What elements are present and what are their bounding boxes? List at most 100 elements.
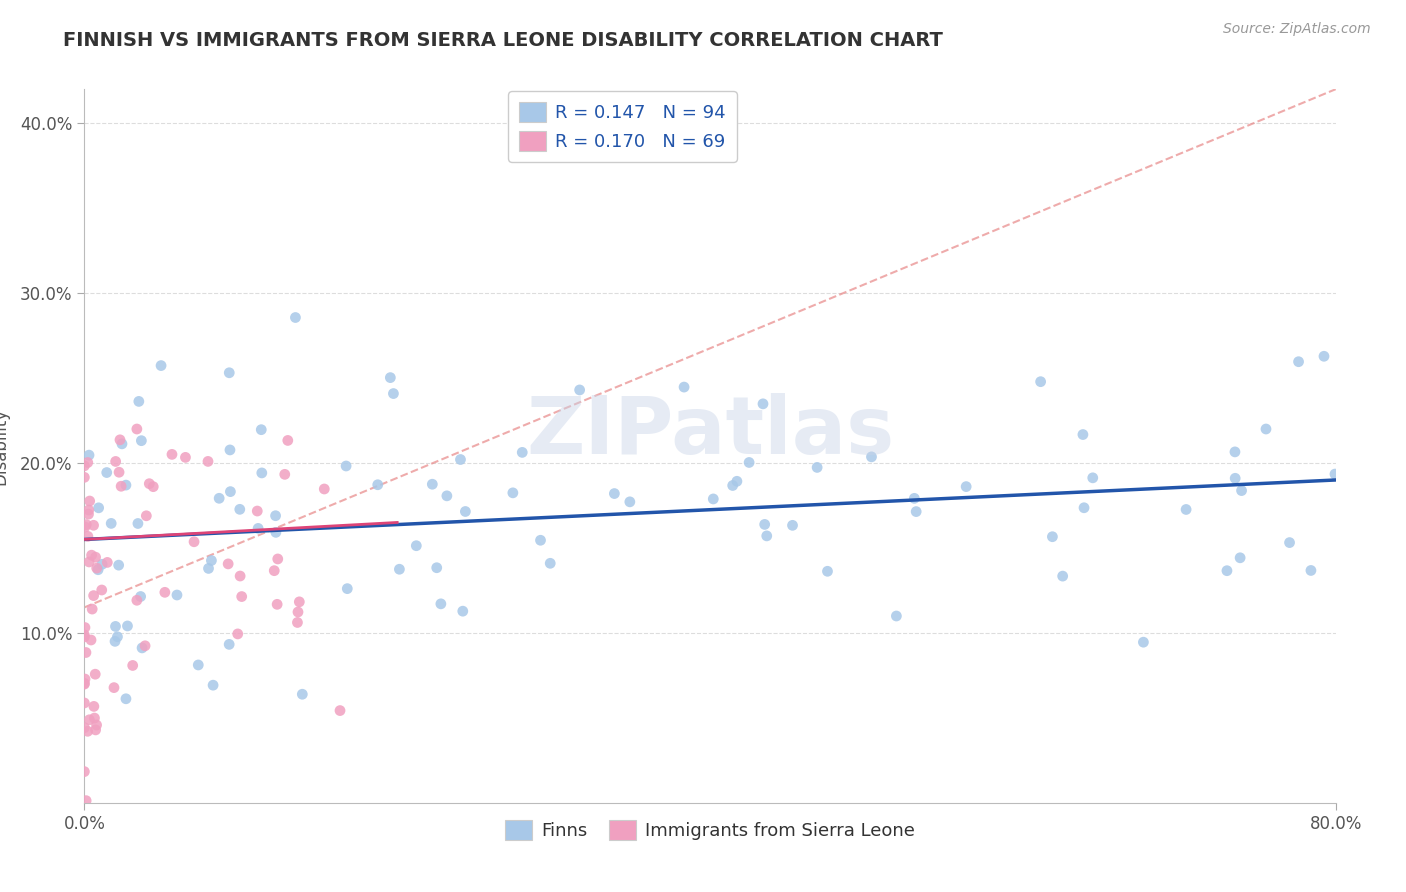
- Point: [77, 503, 100, 517]
- Point: [73, 677, 96, 691]
- Point: [80, 548, 103, 562]
- Point: [314, 482, 336, 496]
- Point: [250, 423, 273, 437]
- Point: [77, 448, 100, 462]
- Point: [287, 615, 309, 630]
- Point: [267, 552, 290, 566]
- Point: [673, 380, 696, 394]
- Point: [1223, 445, 1246, 459]
- Point: [287, 605, 309, 619]
- Point: [197, 561, 219, 575]
- Point: [129, 590, 152, 604]
- Point: [131, 640, 153, 655]
- Point: [388, 562, 411, 576]
- Point: [108, 465, 131, 479]
- Point: [1278, 535, 1301, 549]
- Point: [183, 534, 205, 549]
- Point: [84, 550, 107, 565]
- Point: [218, 366, 240, 380]
- Point: [538, 557, 561, 571]
- Point: [107, 630, 129, 644]
- Point: [104, 454, 127, 468]
- Point: [217, 557, 239, 571]
- Point: [367, 477, 389, 491]
- Point: [263, 564, 285, 578]
- Point: [1230, 483, 1253, 498]
- Point: [226, 627, 249, 641]
- Point: [80, 632, 103, 647]
- Point: [903, 491, 925, 506]
- Point: [128, 394, 150, 409]
- Point: [955, 480, 977, 494]
- Point: [405, 539, 427, 553]
- Point: [77, 555, 100, 569]
- Point: [104, 619, 127, 633]
- Point: [83, 711, 105, 725]
- Point: [111, 437, 134, 451]
- Point: [82, 602, 104, 616]
- Point: [905, 505, 928, 519]
- Point: [229, 569, 252, 583]
- Point: [529, 533, 551, 548]
- Point: [806, 460, 828, 475]
- Point: [568, 383, 591, 397]
- Point: [104, 634, 127, 648]
- Point: [1029, 375, 1052, 389]
- Y-axis label: Disability: Disability: [0, 408, 8, 484]
- Point: [117, 619, 139, 633]
- Point: [250, 466, 273, 480]
- Point: [103, 681, 125, 695]
- Point: [174, 450, 197, 465]
- Point: [755, 529, 778, 543]
- Point: [73, 672, 96, 686]
- Point: [721, 478, 744, 492]
- Point: [335, 458, 357, 473]
- Point: [1042, 530, 1064, 544]
- Point: [135, 508, 157, 523]
- Point: [73, 764, 96, 779]
- Point: [75, 794, 97, 808]
- Point: [1073, 500, 1095, 515]
- Point: [75, 517, 97, 532]
- Point: [274, 467, 297, 482]
- Point: [1254, 422, 1277, 436]
- Point: [115, 691, 138, 706]
- Point: [73, 630, 96, 644]
- Point: [860, 450, 883, 464]
- Point: [73, 721, 96, 735]
- Point: [752, 397, 775, 411]
- Point: [115, 478, 138, 492]
- Point: [1299, 564, 1322, 578]
- Point: [218, 637, 240, 651]
- Point: [73, 520, 96, 534]
- Point: [1216, 564, 1239, 578]
- Point: [76, 456, 98, 470]
- Point: [84, 667, 107, 681]
- Point: [886, 609, 908, 624]
- Point: [187, 657, 209, 672]
- Point: [121, 658, 143, 673]
- Point: [131, 434, 153, 448]
- Point: [502, 486, 524, 500]
- Point: [125, 422, 148, 436]
- Point: [83, 699, 105, 714]
- Point: [264, 525, 287, 540]
- Point: [79, 713, 101, 727]
- Point: [138, 476, 160, 491]
- Point: [1071, 427, 1094, 442]
- Point: [87, 500, 110, 515]
- Point: [336, 582, 359, 596]
- Point: [160, 447, 183, 461]
- Point: [725, 475, 748, 489]
- Point: [96, 466, 118, 480]
- Point: [200, 553, 222, 567]
- Point: [73, 696, 96, 710]
- Legend: Finns, Immigrants from Sierra Leone: Finns, Immigrants from Sierra Leone: [498, 813, 922, 847]
- Point: [73, 621, 96, 635]
- Point: [83, 518, 105, 533]
- Point: [87, 563, 110, 577]
- Point: [96, 556, 118, 570]
- Point: [219, 442, 242, 457]
- Point: [247, 521, 270, 535]
- Point: [197, 454, 219, 468]
